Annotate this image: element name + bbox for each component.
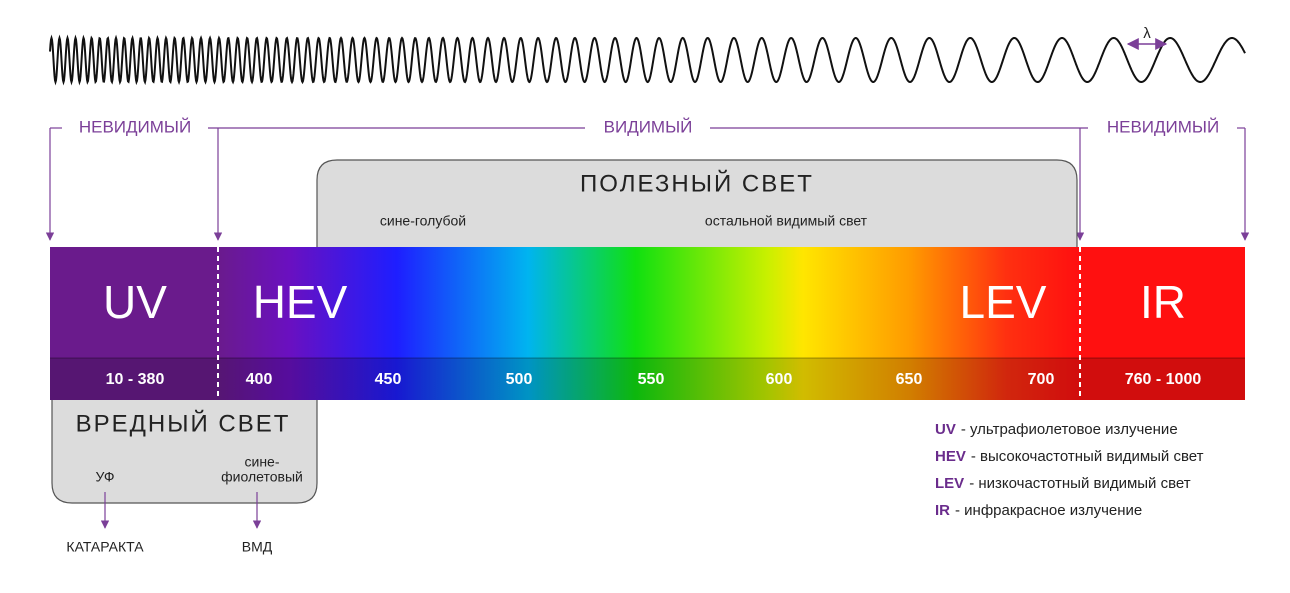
region-brackets — [45, 127, 1250, 241]
scale-label: 600 — [766, 371, 793, 388]
wavelength-label: λ — [1143, 25, 1151, 42]
harmful-item-label: фиолетовый — [221, 469, 303, 485]
legend-text: - ультрафиолетовое излучение — [961, 421, 1178, 438]
spectrum-bar — [50, 247, 1245, 400]
harmful-outcome: КАТАРАКТА — [66, 539, 144, 555]
band-label: HEV — [253, 276, 348, 328]
scale-label: 760 - 1000 — [1125, 371, 1202, 388]
harmful-outcome: ВМД — [242, 539, 273, 555]
region-label: НЕВИДИМЫЙ — [1107, 117, 1219, 136]
scale-strip — [50, 358, 1245, 400]
harmful-light-title: ВРЕДНЫЙ СВЕТ — [76, 409, 291, 437]
useful-light-sub: сине-голубой — [380, 213, 466, 229]
legend-entry: IR - инфракрасное излучение — [935, 502, 1142, 519]
band-label: LEV — [960, 276, 1047, 328]
useful-light-title: ПОЛЕЗНЫЙ СВЕТ — [580, 169, 814, 197]
legend-text: - инфракрасное излучение — [955, 502, 1142, 519]
scale-label: 450 — [375, 371, 402, 388]
region-label: НЕВИДИМЫЙ — [79, 117, 191, 136]
harmful-light-box — [51, 400, 318, 504]
legend-abbr: IR — [935, 502, 950, 519]
scale-label: 400 — [246, 371, 273, 388]
legend-abbr: LEV — [935, 475, 964, 492]
legend-entry: HEV - высокочастотный видимый свет — [935, 448, 1204, 465]
region-label: ВИДИМЫЙ — [604, 117, 693, 136]
legend-text: - высокочастотный видимый свет — [971, 448, 1204, 465]
scale-label: 500 — [506, 371, 533, 388]
scale-label: 650 — [896, 371, 923, 388]
legend-abbr: HEV — [935, 448, 966, 465]
scale-label: 550 — [638, 371, 665, 388]
scale: 10 - 380 400 450 500 550 600 650 700 760 - 1000 — [106, 371, 1202, 388]
scale-label: 700 — [1028, 371, 1055, 388]
useful-light-box — [316, 159, 1078, 247]
legend-entry: UV - ультрафиолетовое излучение — [935, 421, 1178, 438]
legend-text: - низкочастотный видимый свет — [969, 475, 1191, 492]
useful-light-sub: остальной видимый свет — [705, 213, 868, 229]
band-label: UV — [103, 276, 167, 328]
wave — [49, 34, 1246, 86]
harmful-item-label: УФ — [95, 469, 114, 485]
harmful-item-label: сине- — [245, 454, 280, 470]
legend-abbr: UV — [935, 421, 956, 438]
scale-label: 10 - 380 — [106, 371, 165, 388]
legend: UV - ультрафиолетовое излучение HEV - высок… — [935, 421, 1204, 519]
band-label: IR — [1140, 276, 1186, 328]
harmful-items: ВРЕДНЫЙ СВЕТ УФ КАТАРАКТА сине-фиолетовый В… — [66, 409, 302, 554]
legend-entry: LEV - низкочастотный видимый свет — [935, 475, 1191, 492]
